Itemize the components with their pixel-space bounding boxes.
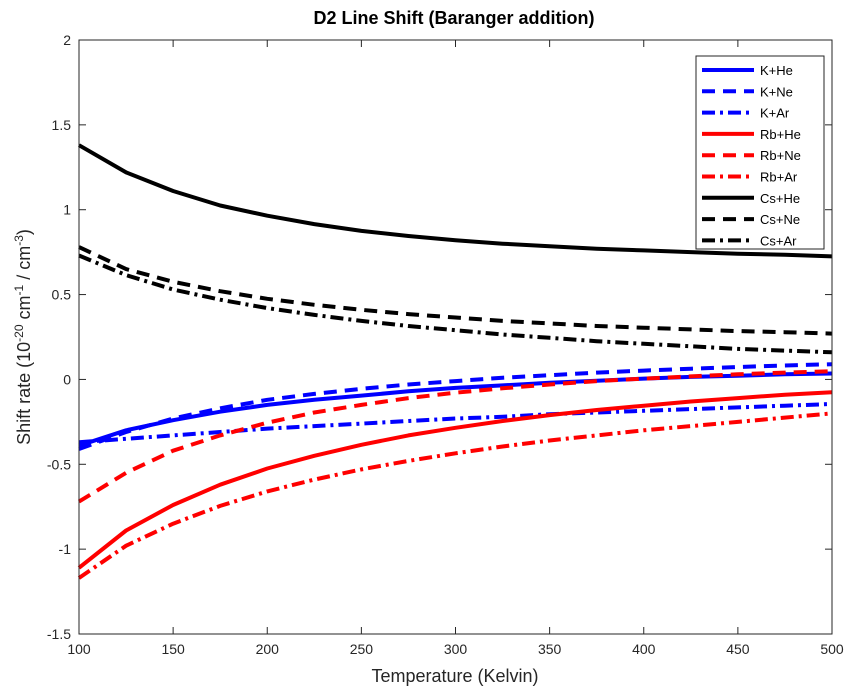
x-tick-label: 450	[726, 641, 750, 657]
legend: K+He K+Ne K+Ar Rb+He Rb+Ne Rb+Ar Cs+He Cs+Ne Cs+…	[695, 55, 825, 250]
x-axis-ticks: 100 150 200 250 300 350 400 450 500	[67, 40, 844, 657]
y-tick-label: 1	[63, 202, 71, 218]
x-tick-label: 250	[350, 641, 374, 657]
x-tick-label: 350	[538, 641, 562, 657]
chart-title: D2 Line Shift (Baranger addition)	[313, 8, 594, 28]
y-tick-label: 0	[63, 371, 71, 387]
series-line-rb-he	[77, 390, 833, 570]
y-tick-label: 0.5	[52, 287, 72, 303]
y-axis-ticks: -1.5 -1 -0.5 0 0.5 1 1.5 2	[47, 32, 832, 642]
x-tick-label: 200	[256, 641, 280, 657]
series-line-cs-ar	[78, 253, 833, 355]
y-tick-label: 2	[63, 32, 71, 48]
legend-label-rb-ar: Rb+Ar	[760, 170, 798, 185]
x-tick-label: 400	[632, 641, 656, 657]
legend-label-rb-ne: Rb+Ne	[760, 148, 801, 163]
series-line-rb-ar	[77, 411, 833, 580]
y-tick-label: -1	[59, 541, 72, 557]
x-tick-label: 500	[820, 641, 844, 657]
legend-label-cs-ar: Cs+Ar	[760, 233, 797, 248]
y-axis-label: Shift rate (10-20 cm-1 / cm-3)	[12, 229, 34, 445]
legend-label-rb-he: Rb+He	[760, 127, 801, 142]
series-line-k-ar	[78, 402, 833, 445]
x-tick-label: 150	[161, 641, 185, 657]
legend-box	[695, 55, 825, 250]
y-tick-label: -1.5	[47, 626, 71, 642]
x-tick-label: 100	[67, 641, 91, 657]
series-line-k-he	[78, 371, 833, 448]
legend-label-k-ar: K+Ar	[760, 106, 790, 121]
legend-label-cs-ne: Cs+Ne	[760, 212, 800, 227]
legend-label-k-ne: K+Ne	[760, 84, 793, 99]
y-tick-label: -0.5	[47, 456, 71, 472]
series-line-cs-he	[77, 143, 833, 259]
x-axis-label: Temperature (Kelvin)	[371, 666, 538, 686]
legend-label-cs-he: Cs+He	[760, 191, 800, 206]
legend-label-k-he: K+He	[760, 63, 793, 78]
y-tick-label: 1.5	[52, 117, 72, 133]
plot-lines	[77, 143, 833, 580]
series-line-cs-ne	[78, 245, 833, 336]
x-tick-label: 300	[444, 641, 468, 657]
series-line-k-ne	[78, 362, 833, 451]
